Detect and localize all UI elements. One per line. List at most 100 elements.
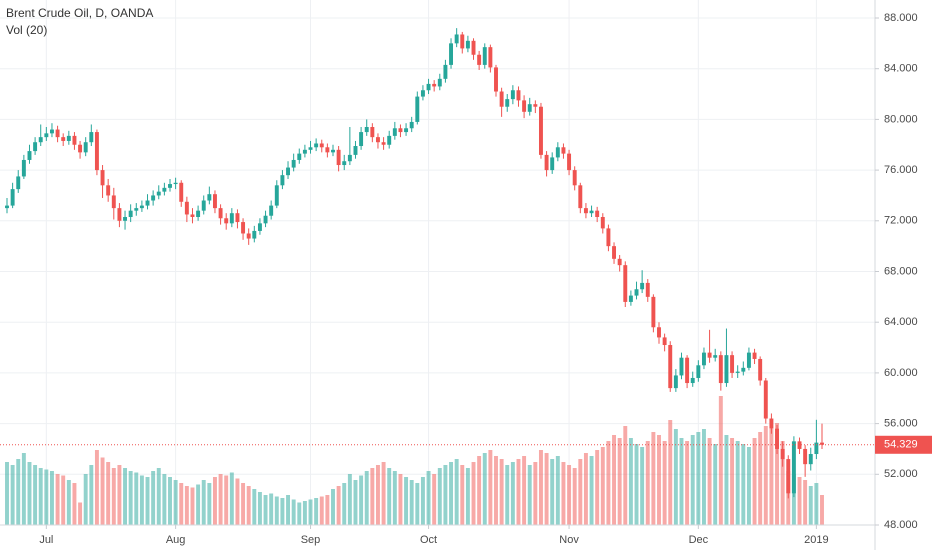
volume-bar — [589, 456, 594, 525]
candle-body — [791, 441, 796, 494]
candle-body — [645, 282, 650, 297]
candle-body — [375, 137, 380, 143]
volume-bar — [488, 450, 493, 525]
volume-bar — [66, 480, 71, 525]
candle-body — [780, 448, 785, 460]
volume-bar — [465, 468, 470, 525]
candle-body — [494, 67, 498, 92]
volume-bar — [286, 495, 291, 525]
candle-body — [347, 154, 352, 162]
candle-body — [617, 258, 622, 266]
volume-bar — [78, 502, 83, 525]
volume-bar — [578, 459, 583, 525]
x-tick-label: Aug — [166, 534, 186, 546]
volume-bar — [735, 441, 740, 525]
candle-body — [33, 142, 38, 152]
candle-body — [89, 132, 94, 143]
candle-body — [156, 191, 161, 196]
candle-body — [488, 47, 493, 68]
volume-bar — [499, 459, 504, 525]
volume-bar — [184, 486, 189, 525]
candle-body — [752, 352, 757, 359]
volume-bar — [803, 480, 808, 525]
volume-bar — [595, 450, 600, 525]
candle-body — [746, 352, 751, 368]
candle-body — [16, 176, 21, 190]
volume-bar — [527, 465, 532, 525]
volume-bar — [814, 483, 819, 525]
candle-body — [612, 246, 617, 259]
candle-body — [325, 147, 330, 153]
candle-body — [516, 90, 521, 101]
candle-body — [769, 418, 774, 429]
volume-bar — [27, 462, 32, 525]
volume-bar — [151, 471, 156, 525]
volume-bar — [561, 462, 566, 525]
candle-body — [471, 40, 476, 55]
volume-bar — [791, 474, 796, 525]
candle-body — [66, 135, 71, 141]
candle-body — [224, 218, 229, 224]
candle-body — [359, 132, 364, 147]
volume-bar — [21, 453, 26, 525]
candle-body — [763, 380, 768, 419]
volume-bar — [179, 483, 184, 525]
y-tick-label: 48.000 — [884, 519, 918, 531]
volume-bar — [437, 468, 442, 525]
candle-body — [426, 83, 431, 91]
candle-body — [336, 149, 341, 166]
candle-body — [578, 185, 583, 209]
candle-body — [162, 187, 167, 192]
volume-bar — [668, 420, 673, 525]
volume-bar — [319, 496, 324, 525]
volume-bar — [763, 426, 768, 525]
candle-body — [297, 153, 302, 160]
candle-body — [44, 133, 49, 138]
volume-bar — [516, 459, 521, 525]
volume-bar — [634, 444, 639, 525]
grid — [0, 0, 875, 526]
volume-bar — [482, 453, 487, 525]
candle-body — [533, 104, 538, 107]
volume-bar — [134, 472, 139, 525]
axes: 48.000 52.000 56.000 60.000 64.000 68.000 72.0… — [39, 12, 932, 546]
candle-body — [449, 43, 454, 65]
volume-bar — [628, 438, 633, 525]
volume-bar — [460, 465, 465, 525]
volume-bar — [775, 423, 780, 525]
x-tick-label: Oct — [420, 534, 437, 546]
y-tick-label: 76.000 — [884, 164, 918, 176]
volume-bar — [364, 471, 369, 525]
candle-body — [381, 142, 386, 145]
volume-bar — [673, 429, 678, 525]
candle-body — [505, 99, 510, 107]
candle-body — [331, 149, 335, 153]
volume-bar — [111, 468, 116, 525]
candle-body — [252, 230, 257, 239]
volume-bar — [308, 499, 313, 525]
candle-body — [21, 159, 26, 177]
candle-body — [538, 106, 543, 155]
candle-body — [522, 100, 527, 112]
candle-body — [201, 200, 206, 211]
candle-body — [477, 54, 482, 65]
candle-body — [465, 40, 470, 49]
candle-body — [690, 377, 695, 384]
volume-bar — [49, 471, 54, 525]
candle-body — [623, 265, 628, 302]
volume-bar — [746, 447, 751, 525]
candle-body — [106, 185, 111, 196]
volume-bar — [387, 468, 392, 525]
volume-bar — [291, 499, 296, 525]
candle-body — [679, 357, 684, 376]
volume-bar — [139, 475, 144, 525]
candle-body — [123, 216, 128, 221]
volume-bar — [241, 483, 246, 525]
volume-bar — [246, 486, 251, 525]
candle-body — [291, 159, 296, 168]
volume-bar — [415, 483, 420, 525]
volume-bar — [196, 484, 201, 525]
x-tick-label: Dec — [689, 534, 709, 546]
volume-bar — [83, 474, 88, 525]
